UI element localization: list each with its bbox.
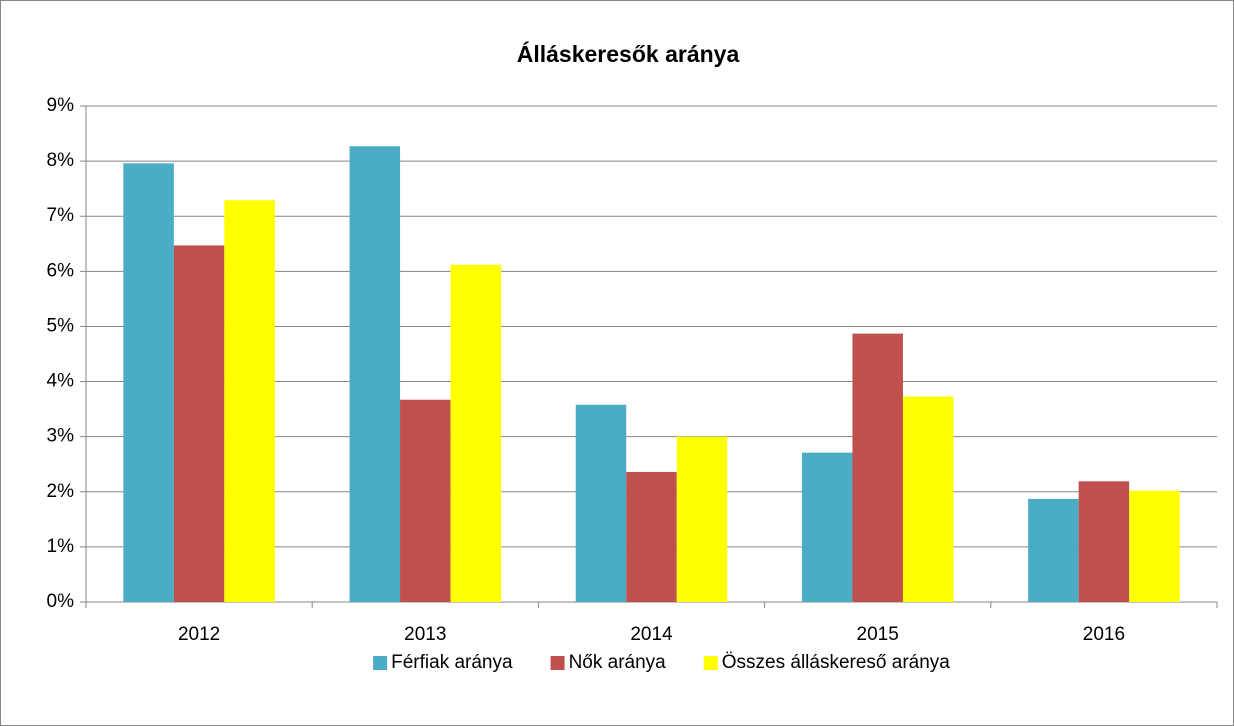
legend-swatch xyxy=(703,656,718,670)
x-tick-label: 2015 xyxy=(857,624,899,645)
y-tick-label: 3% xyxy=(47,426,75,447)
y-tick-label: 1% xyxy=(47,536,75,557)
x-tick-label: 2016 xyxy=(1083,624,1125,645)
x-tick-label: 2012 xyxy=(178,624,220,645)
bar xyxy=(852,333,903,602)
legend-swatch xyxy=(373,656,388,670)
y-tick-label: 4% xyxy=(47,371,75,392)
x-tick-label: 2013 xyxy=(404,624,446,645)
bar xyxy=(575,404,627,602)
legend-label: Összes álláskereső aránya xyxy=(722,652,951,673)
bar xyxy=(349,146,401,602)
legend-label: Férfiak aránya xyxy=(391,652,513,673)
bar xyxy=(123,163,174,602)
bar xyxy=(801,452,853,602)
y-tick-label: 5% xyxy=(47,315,75,336)
y-tick-label: 0% xyxy=(47,591,75,612)
bar xyxy=(224,200,275,603)
y-tick-label: 9% xyxy=(47,95,75,116)
bar xyxy=(1129,490,1180,602)
bar xyxy=(1028,498,1079,602)
y-tick-label: 8% xyxy=(47,150,75,171)
bar xyxy=(626,471,677,602)
bar xyxy=(173,245,225,603)
legend-label: Nők aránya xyxy=(569,652,667,673)
bar xyxy=(902,396,954,602)
chart-title: Álláskeresők aránya xyxy=(517,40,740,67)
bar xyxy=(676,436,728,602)
bar xyxy=(400,399,451,602)
bar xyxy=(450,264,502,602)
y-tick-label: 2% xyxy=(47,481,75,502)
y-tick-label: 6% xyxy=(47,260,75,281)
y-tick-label: 7% xyxy=(47,205,75,226)
bar xyxy=(1078,481,1130,602)
legend-swatch xyxy=(550,656,565,670)
x-tick-label: 2014 xyxy=(630,624,673,645)
